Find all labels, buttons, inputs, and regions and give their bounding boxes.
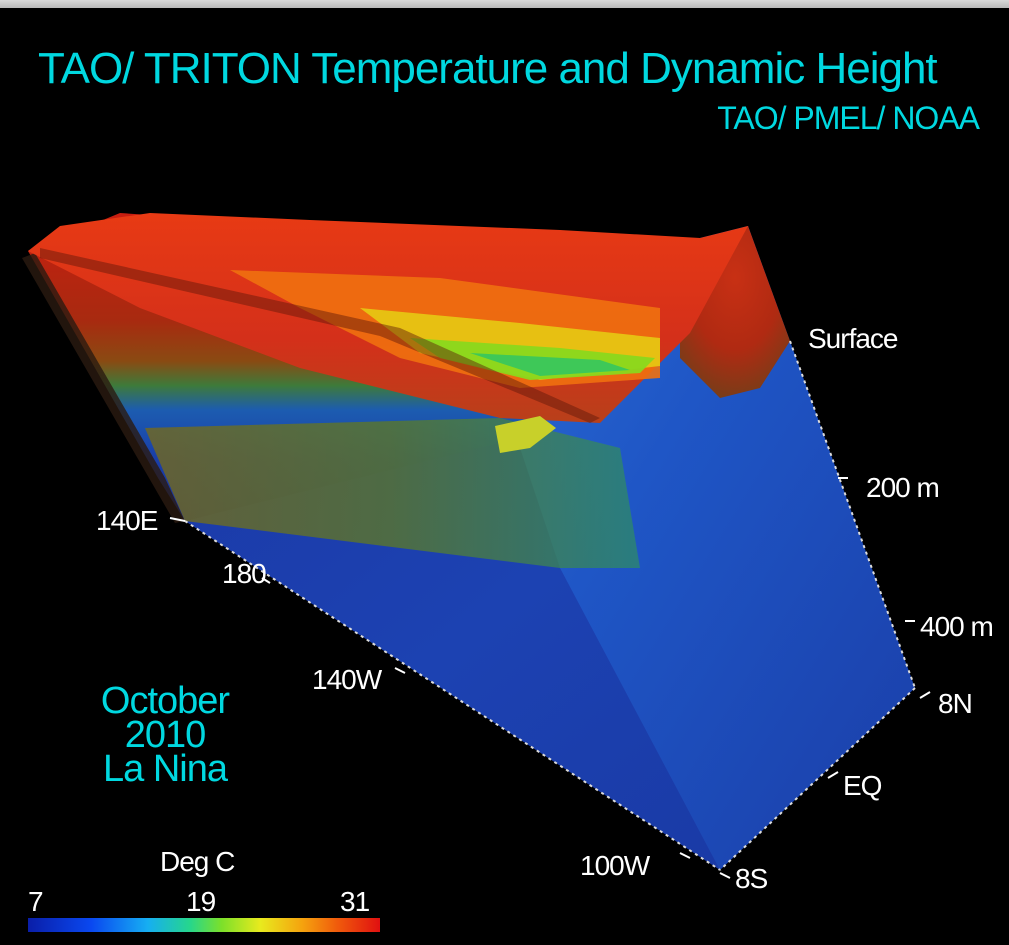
tick-eq [827, 771, 839, 779]
label-surface: Surface [808, 323, 898, 354]
label-180: 180 [222, 558, 267, 589]
credit-line: TAO/ PMEL/ NOAA [717, 100, 980, 136]
tick-140w [394, 667, 406, 674]
longitude-axis [184, 520, 721, 871]
period-caption: October 2010 La Nina [70, 680, 260, 790]
caption-year: 2010 [124, 714, 207, 756]
legend-title: Deg C [160, 846, 235, 877]
window-top-bar [0, 0, 1009, 8]
label-400m: 400 m [920, 611, 994, 642]
legend-max-label: 31 [340, 886, 370, 917]
axis-ticks [169, 477, 931, 879]
label-200m: 200 m [866, 472, 940, 503]
tick-140e [169, 517, 186, 522]
depth-axis [789, 340, 916, 689]
caption-event: La Nina [103, 748, 228, 790]
surface-streak [40, 248, 600, 423]
cold-tongue-green-core [470, 353, 630, 376]
ocean-temperature-3d-volume [22, 213, 931, 879]
label-8s: 8S [735, 863, 768, 894]
tick-8s [719, 872, 731, 879]
legend-min-label: 7 [28, 886, 44, 917]
visualization-canvas: TAO/ TRITON Temperature and Dynamic Heig… [0, 8, 1009, 945]
axis-lines [184, 340, 916, 871]
label-eq: EQ [843, 770, 882, 801]
caption-month: October [100, 680, 230, 722]
tick-100w [679, 852, 691, 859]
label-8n: 8N [938, 688, 973, 719]
tick-180 [261, 577, 271, 584]
chart-title: TAO/ TRITON Temperature and Dynamic Heig… [38, 44, 938, 93]
legend-mid-label: 19 [186, 886, 216, 917]
subsurface-patch [495, 416, 556, 453]
label-140w: 140W [312, 664, 382, 695]
thermocline-band [145, 418, 640, 568]
tick-8n [919, 691, 931, 699]
label-100w: 100W [580, 850, 650, 881]
latitude-axis [719, 687, 916, 871]
western-edge [22, 253, 185, 523]
legend-color-bar [28, 918, 380, 932]
label-140e: 140E [96, 505, 158, 536]
